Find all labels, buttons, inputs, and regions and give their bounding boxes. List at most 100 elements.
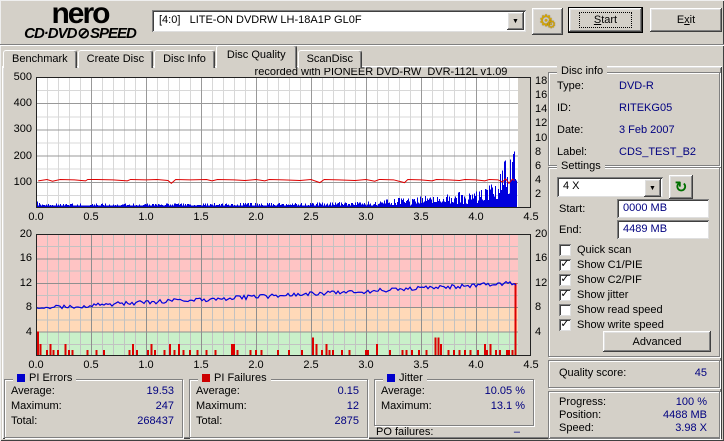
stat-label: Average: bbox=[196, 385, 240, 397]
checkbox-show-c1-pie[interactable]: ✓ bbox=[559, 257, 571, 271]
checkbox-row-show-c1-pie[interactable]: ✓ Show C1/PIE bbox=[559, 257, 664, 272]
stat-box-title-text: Jitter bbox=[399, 372, 423, 384]
speed-axis-tick: 8 bbox=[535, 145, 542, 158]
checkbox-show-write-speed[interactable]: ✓ bbox=[559, 317, 571, 331]
tab-scandisc[interactable]: ScanDisc bbox=[297, 50, 363, 68]
progress-label: Progress: bbox=[559, 396, 607, 408]
tab-disc-info[interactable]: Disc Info bbox=[154, 50, 215, 68]
progress-label: Position: bbox=[559, 409, 602, 421]
checkbox-label: Show write speed bbox=[577, 318, 664, 331]
y-axis-tick-left: 100 bbox=[13, 175, 32, 188]
stat-row: Maximum: 13.1 % bbox=[375, 400, 533, 415]
pi-errors-chart bbox=[36, 77, 531, 208]
logo-speed: SPEED bbox=[90, 25, 137, 42]
stat-label: Average: bbox=[381, 385, 425, 397]
checkbox-show-read-speed[interactable] bbox=[559, 303, 571, 316]
checkbox-row-show-read-speed[interactable]: Show read speed bbox=[559, 302, 664, 317]
nero-logo: nero CD·DVD⊘SPEED bbox=[6, 0, 154, 44]
x-axis-tick: 0.0 bbox=[28, 211, 44, 223]
checkbox-show-c2-pif[interactable]: ✓ bbox=[559, 272, 571, 286]
settings-box: Settings 4 X ▼ ↻ Start: 0000 MB End: 448… bbox=[548, 160, 720, 357]
x-axis-tick: 4.0 bbox=[468, 211, 484, 223]
checkbox-row-show-write-speed[interactable]: ✓ Show write speed bbox=[559, 317, 664, 332]
y-axis-tick-left: 300 bbox=[13, 123, 32, 136]
stat-label: Total: bbox=[11, 415, 38, 427]
exit-button[interactable]: Exit bbox=[650, 8, 722, 32]
y-axis-tick-right: 8 bbox=[535, 301, 542, 314]
checkbox-row-show-c2-pif[interactable]: ✓ Show C2/PIF bbox=[559, 272, 664, 287]
tab-strip: Benchmark Create Disc Disc Info Disc Qualit… bbox=[3, 45, 363, 68]
logo-cddvdspeed-text: CD·DVD⊘SPEED bbox=[6, 24, 154, 42]
x-axis-tick: 1.0 bbox=[138, 211, 154, 223]
checkbox-label: Quick scan bbox=[577, 243, 632, 256]
advanced-button[interactable]: Advanced bbox=[603, 331, 711, 352]
disc-info-label: ID: bbox=[557, 102, 572, 114]
disc-info-rows: Type: DVD-R ID: RITEKG05 Date: 3 Feb 2007 Labe… bbox=[549, 73, 719, 168]
end-position-value: 4489 MB bbox=[623, 223, 668, 235]
stat-box-title: PI Failures bbox=[198, 372, 271, 384]
tab-benchmark[interactable]: Benchmark bbox=[3, 50, 77, 68]
checkbox-row-show-jitter[interactable]: ✓ Show jitter bbox=[559, 287, 664, 302]
stat-value: 0.15 bbox=[337, 385, 359, 397]
drive-selector-dropdown[interactable]: [4:0] LITE-ON DVDRW LH-18A1P GL0F ▼ bbox=[152, 10, 526, 32]
end-position-field[interactable]: 4489 MB bbox=[617, 220, 709, 239]
gears-icon-small: ⚙ bbox=[546, 19, 557, 31]
x-axis-tick: 1.5 bbox=[193, 211, 209, 223]
pi-errors-summary-box: PI Errors Average: 19.53 Maximum: 247 Total: 2… bbox=[4, 372, 183, 438]
tab-create-disc[interactable]: Create Disc bbox=[77, 50, 154, 68]
y-axis-tick-left: 500 bbox=[13, 71, 32, 83]
checkbox-quick-scan[interactable] bbox=[559, 243, 571, 256]
stat-row: Average: 19.53 bbox=[5, 385, 182, 400]
y-axis-tick-left: 400 bbox=[13, 97, 32, 110]
po-failures-row: PO failures: – bbox=[376, 426, 530, 438]
stat-value: 19.53 bbox=[146, 385, 174, 397]
legend-color-swatch bbox=[387, 374, 395, 382]
speed-axis-tick: 6 bbox=[535, 159, 542, 172]
stat-rows: Average: 10.05 % Maximum: 13.1 % bbox=[375, 380, 533, 415]
speed-axis-tick: 10 bbox=[535, 131, 548, 144]
progress-box: Progress: 100 % Position: 4488 MB Speed: 3.98… bbox=[548, 391, 720, 439]
x-axis-tick: 1.0 bbox=[138, 359, 154, 371]
start-button-label: Start bbox=[578, 12, 633, 28]
disc-info-label: Date: bbox=[557, 124, 584, 136]
toolbar-divider bbox=[0, 44, 724, 46]
x-axis-tick: 0.0 bbox=[28, 359, 44, 371]
advanced-button-label: Advanced bbox=[632, 335, 682, 348]
stat-label: Average: bbox=[11, 385, 55, 397]
disc-info-value: CDS_TEST_B2 bbox=[619, 146, 697, 158]
start-button[interactable]: Start bbox=[569, 8, 642, 32]
x-axis-tick: 0.5 bbox=[83, 211, 99, 223]
options-button[interactable]: ⚙ ⚙ bbox=[532, 8, 563, 35]
stat-label: Total: bbox=[196, 415, 223, 427]
checkbox-row-quick-scan[interactable]: Quick scan bbox=[559, 242, 664, 257]
drive-dropdown-arrow-button[interactable]: ▼ bbox=[507, 12, 524, 30]
chart-title: recorded with PIONEER DVD-RW DVR-112L v1… bbox=[254, 66, 508, 78]
stat-row: Average: 10.05 % bbox=[375, 385, 533, 400]
pi-failures-summary-box: PI Failures Average: 0.15 Maximum: 12 Total: 2… bbox=[189, 372, 368, 438]
scan-speed-select[interactable]: 4 X ▼ bbox=[557, 177, 663, 197]
stat-rows: Average: 0.15 Maximum: 12 Total: 2875 bbox=[190, 380, 367, 430]
speed-axis-tick: 18 bbox=[535, 75, 548, 88]
progress-label: Speed: bbox=[559, 422, 594, 434]
logo-nero-text: nero bbox=[51, 0, 110, 30]
stat-row: Total: 2875 bbox=[190, 415, 367, 430]
progress-value: 100 % bbox=[675, 396, 707, 408]
progress-row: Position: 4488 MB bbox=[549, 409, 719, 422]
disc-info-title: Disc info bbox=[557, 65, 608, 77]
stat-label: Maximum: bbox=[11, 400, 62, 412]
speed-axis-tick: 14 bbox=[535, 103, 548, 116]
speed-axis-tick: 12 bbox=[535, 117, 548, 130]
speed-dropdown-arrow-button[interactable]: ▼ bbox=[644, 179, 661, 197]
refresh-button[interactable]: ↻ bbox=[669, 175, 693, 199]
progress-value: 3.98 X bbox=[675, 422, 707, 434]
x-axis-tick: 2.0 bbox=[248, 359, 264, 371]
tab-disc-quality[interactable]: Disc Quality bbox=[215, 45, 297, 68]
x-axis-tick: 2.5 bbox=[303, 359, 319, 371]
stat-value: 13.1 % bbox=[490, 400, 525, 412]
checkbox-show-jitter[interactable]: ✓ bbox=[559, 287, 571, 301]
disc-info-row: ID: RITEKG05 bbox=[549, 102, 719, 124]
y-axis-tick-left: 16 bbox=[19, 252, 32, 265]
start-position-field[interactable]: 0000 MB bbox=[617, 199, 709, 218]
speed-axis-tick: 4 bbox=[535, 173, 542, 186]
